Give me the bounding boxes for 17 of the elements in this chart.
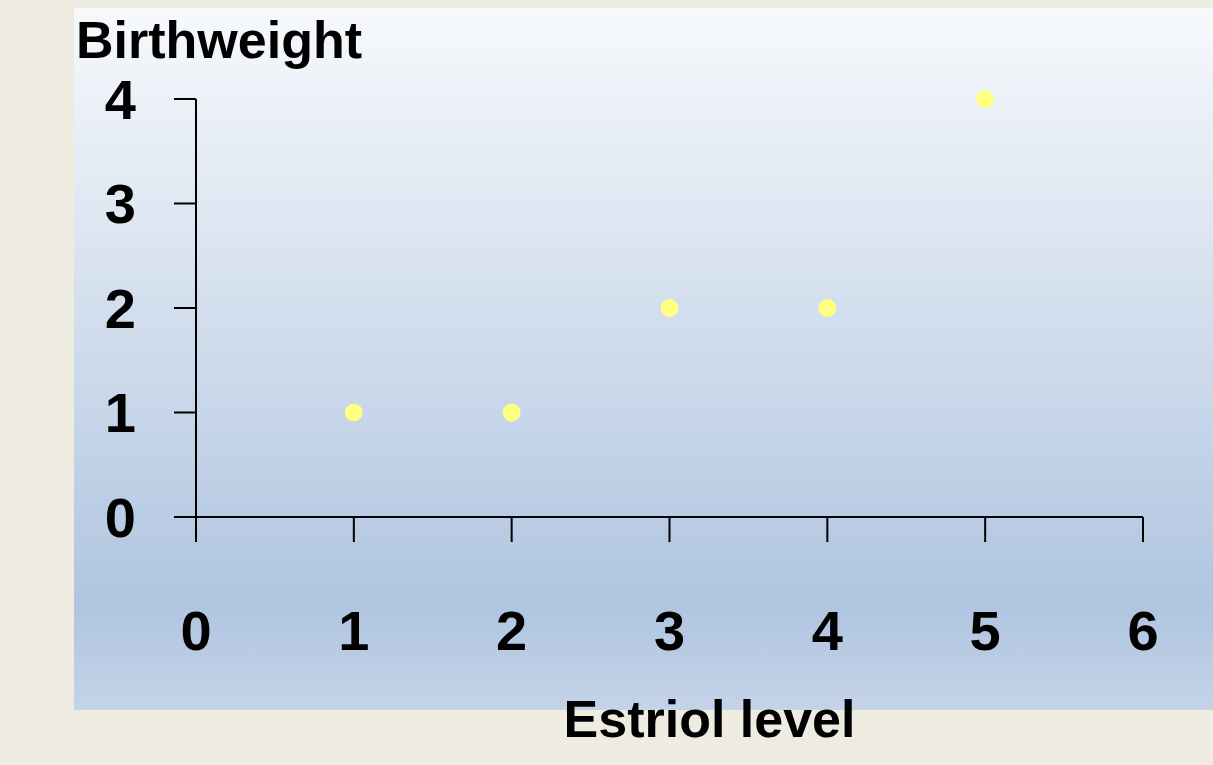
point	[976, 90, 995, 108]
x-tick-label: 0	[180, 598, 212, 662]
y-tick-label: 3	[104, 172, 136, 236]
point	[344, 403, 363, 422]
point	[502, 403, 521, 422]
y-tick-label: 2	[104, 276, 136, 340]
x-tick-label: 5	[969, 598, 1001, 662]
point	[818, 299, 837, 317]
x-tick-label: 6	[1127, 598, 1159, 662]
x-axis-title: Estriol level	[563, 690, 856, 748]
point	[660, 299, 679, 317]
y-tick-label: 1	[104, 381, 136, 445]
x-tick-label: 4	[811, 598, 843, 662]
x-tick-label: 1	[338, 598, 370, 662]
x-tick-label: 3	[653, 598, 686, 662]
x-tick-label: 2	[496, 598, 528, 662]
y-tick-label: 0	[104, 485, 136, 549]
